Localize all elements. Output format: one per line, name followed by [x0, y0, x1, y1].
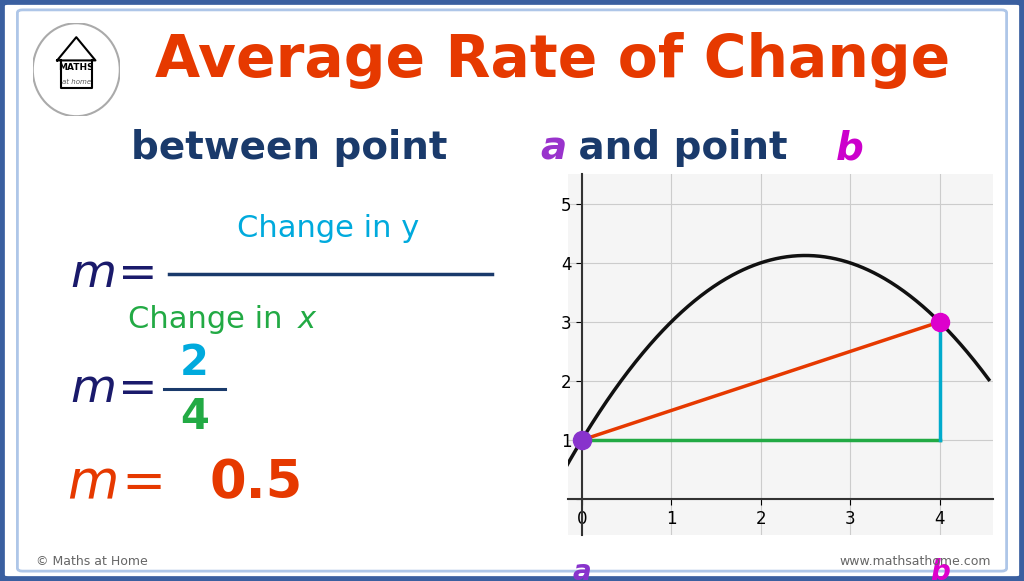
- Text: © Maths at Home: © Maths at Home: [36, 555, 147, 568]
- Text: b: b: [836, 129, 863, 167]
- Text: 4: 4: [180, 396, 209, 438]
- Text: Change in y: Change in y: [237, 214, 419, 243]
- Text: a: a: [541, 129, 567, 167]
- Text: $m$: $m$: [68, 457, 117, 510]
- Text: 0.5: 0.5: [210, 457, 303, 510]
- Text: at home: at home: [61, 79, 91, 85]
- Text: 2: 2: [180, 342, 209, 384]
- Text: $x$: $x$: [297, 305, 318, 334]
- Text: www.mathsathome.com: www.mathsathome.com: [840, 555, 991, 568]
- Text: =: =: [119, 252, 158, 297]
- Text: Change in: Change in: [128, 305, 292, 334]
- Text: $m$: $m$: [70, 252, 115, 297]
- Text: b: b: [930, 558, 949, 581]
- Text: between point: between point: [131, 129, 461, 167]
- Text: =: =: [121, 457, 166, 510]
- Text: $m$: $m$: [70, 367, 115, 412]
- Text: =: =: [119, 367, 158, 412]
- Text: MATHS: MATHS: [58, 63, 94, 73]
- Ellipse shape: [33, 23, 120, 116]
- Text: Average Rate of Change: Average Rate of Change: [156, 32, 950, 89]
- Text: and point: and point: [565, 129, 801, 167]
- Text: a: a: [572, 558, 591, 581]
